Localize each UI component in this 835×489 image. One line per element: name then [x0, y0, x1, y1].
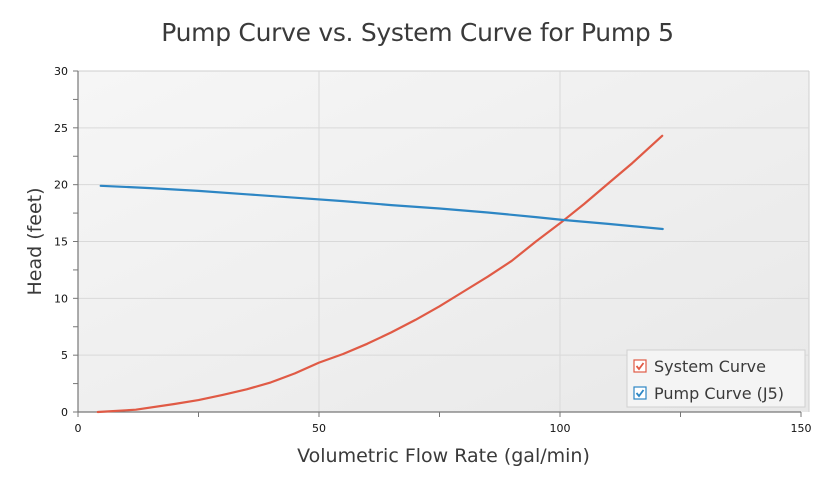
x-tick-label: 100 — [550, 422, 571, 435]
checkmark-icon — [635, 362, 645, 371]
y-axis-title: Head (feet) — [24, 187, 46, 295]
legend-checkbox[interactable] — [633, 386, 647, 400]
y-tick-label: 10 — [54, 292, 68, 305]
y-tick-label: 30 — [54, 65, 68, 78]
legend-label: Pump Curve (J5) — [654, 384, 784, 403]
y-tick-label: 5 — [61, 349, 68, 362]
series-line-pump-curve-j5 — [99, 184, 664, 231]
axes — [73, 70, 802, 417]
legend-label: System Curve — [654, 357, 766, 376]
grid-lines — [78, 70, 810, 412]
chart-title: Pump Curve vs. System Curve for Pump 5 — [161, 18, 674, 47]
x-axis-title: Volumetric Flow Rate (gal/min) — [297, 445, 590, 467]
y-tick-label: 25 — [54, 122, 68, 135]
y-tick-label: 20 — [54, 179, 68, 192]
y-tick-label: 0 — [61, 406, 68, 419]
legend-item[interactable]: Pump Curve (J5) — [633, 384, 784, 403]
x-tick-label: 0 — [75, 422, 82, 435]
series-lines — [96, 134, 664, 414]
legend-box — [626, 349, 806, 408]
legend-item[interactable]: System Curve — [633, 357, 766, 376]
legend: System Curve Pump Curve (J5) — [626, 349, 806, 408]
checkmark-icon — [635, 389, 645, 398]
legend-checkbox[interactable] — [633, 359, 647, 373]
tick-labels: 0 5 10 15 20 25 30 0 50 100 150 — [54, 65, 812, 435]
y-tick-label: 15 — [54, 236, 68, 249]
x-tick-label: 50 — [312, 422, 326, 435]
x-tick-label: 150 — [791, 422, 812, 435]
series-line-system-curve — [96, 134, 664, 414]
